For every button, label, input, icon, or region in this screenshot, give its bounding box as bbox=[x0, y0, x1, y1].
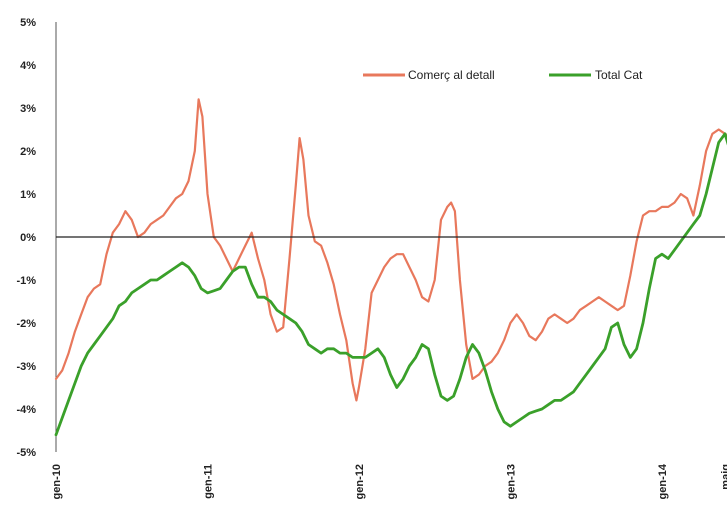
x-tick-label: gen-13 bbox=[505, 464, 517, 499]
y-tick-label: -2% bbox=[16, 318, 36, 330]
y-tick-label: 0% bbox=[20, 232, 36, 244]
y-tick-label: -4% bbox=[16, 404, 36, 416]
y-tick-label: -3% bbox=[16, 361, 36, 373]
y-tick-label: 5% bbox=[20, 17, 36, 29]
x-tick-label: gen-12 bbox=[354, 464, 366, 499]
y-tick-label: -1% bbox=[16, 275, 36, 287]
legend: Comerç al detall Total Cat bbox=[363, 68, 643, 82]
x-tick-label: gen-10 bbox=[51, 464, 63, 499]
y-tick-labels: -5% -4% -3% -2% -1% 0% 1% 2% 3% 4% 5% bbox=[16, 17, 36, 459]
y-tick-label: 3% bbox=[20, 103, 36, 115]
series-layer bbox=[54, 98, 727, 437]
x-tick-label: maig bbox=[720, 464, 727, 490]
legend-label: Total Cat bbox=[595, 68, 643, 82]
x-tick-labels: gen-10 gen-11 gen-12 gen-13 gen-14 maig bbox=[51, 463, 727, 499]
y-tick-label: -5% bbox=[16, 447, 36, 459]
series-line-total-cat bbox=[54, 132, 727, 437]
x-tick-label: gen-14 bbox=[657, 463, 669, 499]
y-tick-label: 2% bbox=[20, 146, 36, 158]
y-tick-label: 4% bbox=[20, 60, 36, 72]
legend-label: Comerç al detall bbox=[408, 68, 495, 82]
y-tick-label: 1% bbox=[20, 189, 36, 201]
series-line-comerc-al-detall bbox=[54, 98, 727, 402]
x-tick-label: gen-11 bbox=[202, 464, 214, 499]
